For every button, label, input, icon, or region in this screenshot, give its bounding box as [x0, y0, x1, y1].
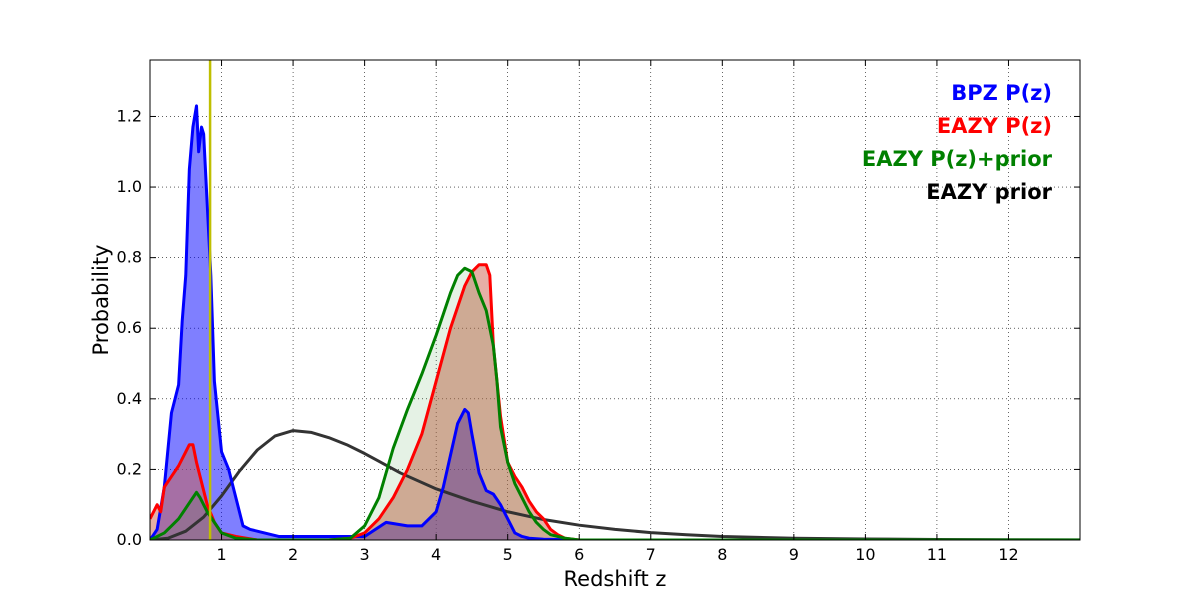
y-axis-title: Probability — [89, 244, 113, 355]
x-tick-label: 5 — [503, 545, 513, 564]
x-tick-label: 8 — [717, 545, 727, 564]
x-tick-label: 6 — [574, 545, 584, 564]
plot-frame — [149, 59, 1081, 541]
y-tick-label: 1.2 — [117, 106, 142, 125]
eazy-prior-line — [150, 429, 1080, 540]
x-tick-label: 11 — [927, 545, 947, 564]
eazy-p-z-line — [150, 263, 1080, 540]
eazy-p-z-prior-line — [150, 266, 1080, 540]
y-tick-label: 0.6 — [117, 318, 142, 337]
y-tick-label: 0.4 — [117, 389, 142, 408]
x-axis-title: Redshift z — [564, 567, 667, 591]
legend-eazy-prior: EAZY prior — [926, 180, 1052, 204]
y-tick-label: 1.0 — [117, 177, 142, 196]
series-lines — [150, 104, 1080, 540]
x-tick-label: 10 — [855, 545, 875, 564]
legend-eazy-p-z-prior: EAZY P(z)+prior — [862, 147, 1053, 171]
x-tick-label: 9 — [789, 545, 799, 564]
x-tick-label: 3 — [360, 545, 370, 564]
y-tick-label: 0.2 — [117, 459, 142, 478]
x-tick-label: 12 — [998, 545, 1018, 564]
axis-ticks: 1 2 3 4 5 6 7 8 9 10 11 120.00.20.40.60.81.01.2 — [117, 60, 1080, 564]
y-tick-label: 0.0 — [117, 530, 142, 549]
x-tick-label: 2 — [288, 545, 298, 564]
legend-eazy-p-z: EAZY P(z) — [937, 114, 1052, 138]
legend: BPZ P(z) EAZY P(z) EAZY P(z)+prior EAZY pri… — [862, 81, 1053, 204]
grid — [150, 60, 1080, 541]
x-tick-label: 1 — [216, 545, 226, 564]
y-tick-label: 0.8 — [117, 248, 142, 267]
x-tick-label: 7 — [646, 545, 656, 564]
bpz-p-z-line — [150, 104, 1080, 540]
plot-background — [150, 60, 1080, 540]
legend-bpz-p-z: BPZ P(z) — [951, 81, 1052, 105]
x-tick-label: 4 — [431, 545, 441, 564]
